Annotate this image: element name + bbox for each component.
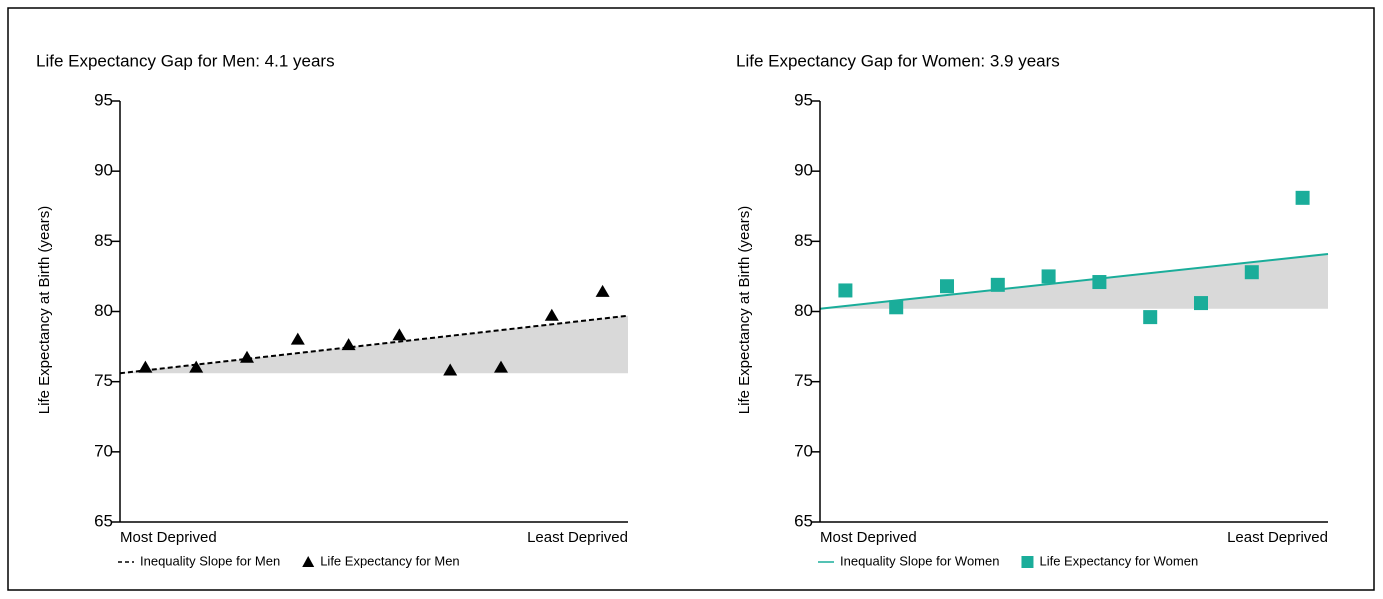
point bbox=[443, 363, 458, 376]
point bbox=[189, 360, 204, 373]
y-tick-label: 80 bbox=[794, 301, 813, 320]
y-tick-label: 70 bbox=[94, 441, 113, 460]
legend-label: Inequality Slope for Women bbox=[840, 553, 999, 568]
point bbox=[1092, 275, 1107, 290]
y-tick-label: 95 bbox=[794, 90, 813, 109]
point bbox=[889, 300, 904, 315]
point bbox=[392, 328, 407, 341]
x-tick-label: Most Deprived bbox=[120, 529, 217, 546]
legend-label: Life Expectancy for Women bbox=[1039, 553, 1198, 568]
y-tick-label: 85 bbox=[794, 231, 813, 250]
y-tick-label: 75 bbox=[94, 371, 113, 390]
point bbox=[544, 308, 559, 321]
point bbox=[990, 277, 1005, 292]
y-tick-label: 80 bbox=[94, 301, 113, 320]
point bbox=[595, 284, 610, 297]
y-tick-label: 90 bbox=[794, 161, 813, 180]
legend-symbol bbox=[1021, 556, 1034, 568]
slope-line bbox=[119, 314, 629, 375]
y-tick-label: 85 bbox=[94, 231, 113, 250]
x-tick-label: Least Deprived bbox=[1227, 529, 1328, 546]
point bbox=[940, 279, 954, 294]
y-axis-label: Life Expectancy at Birth (years) bbox=[736, 206, 753, 414]
point bbox=[838, 283, 853, 298]
legend-label: Life Expectancy for Men bbox=[320, 553, 459, 568]
chart-title: Life Expectancy Gap for Men: 4.1 years bbox=[36, 51, 335, 70]
point bbox=[138, 360, 153, 373]
slope-line bbox=[819, 252, 1329, 310]
y-tick-label: 75 bbox=[794, 371, 813, 390]
point bbox=[1244, 265, 1259, 280]
chart-title: Life Expectancy Gap for Women: 3.9 years bbox=[736, 51, 1060, 70]
x-tick-label: Least Deprived bbox=[527, 529, 628, 546]
legend-symbol bbox=[302, 556, 315, 567]
point bbox=[240, 350, 254, 363]
gap-area bbox=[120, 315, 628, 374]
legend-label: Inequality Slope for Men bbox=[140, 553, 280, 568]
point bbox=[1143, 310, 1158, 325]
point bbox=[494, 360, 508, 373]
y-axis-label: Life Expectancy at Birth (years) bbox=[36, 206, 53, 414]
point bbox=[290, 332, 305, 345]
point bbox=[1041, 269, 1056, 284]
y-tick-label: 70 bbox=[794, 441, 813, 460]
y-tick-label: 65 bbox=[94, 511, 113, 530]
y-tick-label: 95 bbox=[94, 90, 113, 109]
point bbox=[1295, 190, 1310, 205]
y-tick-label: 65 bbox=[794, 511, 813, 530]
y-tick-label: 90 bbox=[94, 161, 113, 180]
point bbox=[1194, 296, 1208, 311]
point bbox=[341, 338, 356, 351]
x-tick-label: Most Deprived bbox=[820, 529, 917, 546]
